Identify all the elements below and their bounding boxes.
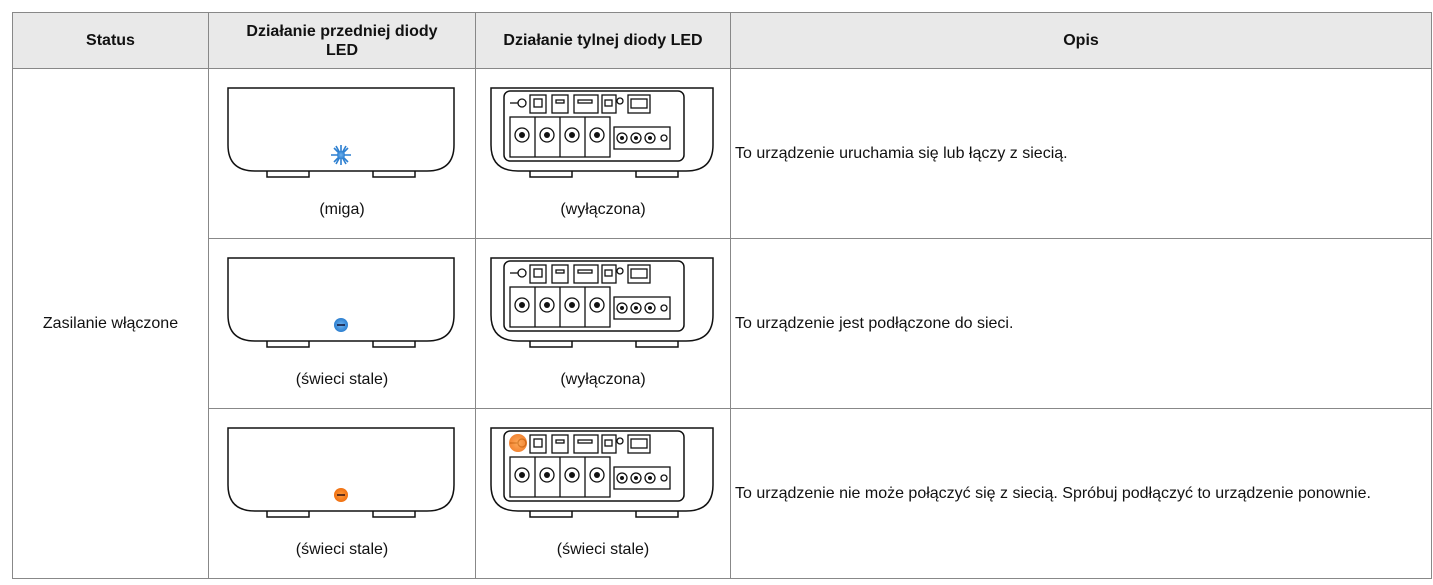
back-cell: (wyłączona) — [475, 238, 731, 409]
back-device — [490, 427, 714, 518]
header-cell: Działanie tylnej diody LED — [475, 12, 731, 69]
row: (świeci stale) (wyłączona) To urządzenie… — [13, 238, 1432, 409]
description: To urządzenie nie może połączyć się z si… — [730, 408, 1432, 579]
back-cell: (świeci stale) — [475, 408, 731, 579]
header-cell: Status — [12, 12, 209, 69]
front-cell: (świeci stale) — [208, 408, 476, 579]
front-state: (świeci stale) — [295, 371, 389, 388]
front-device — [227, 257, 455, 348]
front-device — [227, 427, 455, 518]
header-row: Status Działanie przedniej diody LED Dzi… — [12, 12, 1432, 69]
front-cell: (świeci stale) — [208, 238, 476, 409]
front-state: (świeci stale) — [295, 541, 389, 558]
front-device — [227, 87, 455, 178]
header-cell: Opis — [730, 12, 1432, 69]
back-device — [490, 257, 714, 348]
header-cell: Działanie przedniej diody LED — [208, 12, 476, 69]
row: (świeci stale) (świeci stale) To urządze… — [13, 408, 1432, 579]
back-state: (świeci stale) — [556, 541, 650, 558]
back-state: (wyłączona) — [560, 371, 646, 388]
led-table: Status Działanie przedniej diody LED Dzi… — [12, 12, 1432, 579]
description: To urządzenie jest podłączone do sieci. — [730, 238, 1432, 409]
back-device — [490, 87, 714, 178]
front-cell: (miga) — [208, 68, 476, 239]
status-cell: Zasilanie włączone — [12, 68, 209, 579]
front-state: (miga) — [319, 201, 365, 218]
row: Zasilanie włączone (miga) (wyłączona) To… — [12, 68, 1432, 579]
back-cell: (wyłączona) — [475, 68, 731, 239]
description: To urządzenie uruchamia się lub łączy z … — [730, 68, 1432, 239]
back-state: (wyłączona) — [560, 201, 646, 218]
